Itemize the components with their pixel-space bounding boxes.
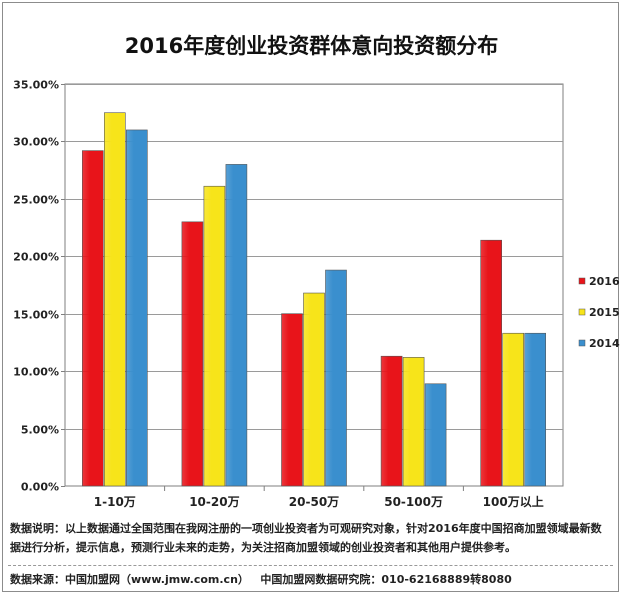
bar-chart: 0.00% 5.00% 10.00% 15.00% 20.00% 25.00% 30.00%… (13, 79, 620, 510)
bar-2015-2 (303, 292, 325, 487)
y-tick-label: 20.00% (13, 251, 59, 264)
bar-2014-4 (524, 332, 547, 487)
bar-2015-1 (203, 185, 226, 487)
y-tick-label: 25.00% (13, 194, 59, 207)
chart-title: 2016年度创业投资群体意向投资额分布 (124, 34, 499, 58)
x-tick-label: 10-20万 (189, 495, 239, 509)
y-tick-label: 5.00% (21, 424, 59, 437)
y-tick-label: 15.00% (13, 309, 59, 322)
x-tick-label: 1-10万 (94, 495, 136, 509)
legend-swatch-2014 (578, 339, 586, 347)
bar-2014-0 (126, 129, 148, 487)
y-tick-label: 0.00% (21, 481, 59, 494)
legend-label-2015: 2015 (589, 306, 620, 319)
footer-divider (8, 565, 613, 566)
bar-2014-1 (225, 164, 248, 487)
y-tick-label: 35.00% (13, 79, 59, 92)
legend-label-2014: 2014 (589, 337, 620, 350)
bar-2016-2 (281, 313, 303, 487)
bar-2016-3 (380, 355, 403, 487)
bar-2015-0 (104, 112, 126, 487)
x-tick-label: 100万以上 (483, 494, 544, 509)
bar-2015-4 (502, 332, 525, 487)
bar-2016-0 (82, 150, 104, 487)
bar-2014-3 (424, 383, 447, 487)
y-tick-label: 10.00% (13, 366, 59, 379)
bar-2015-3 (402, 357, 425, 487)
bar-2014-2 (325, 269, 347, 487)
legend: 2016 2015 2014 (578, 275, 620, 350)
x-tick-label: 20-50万 (289, 495, 339, 509)
bar-2016-1 (181, 221, 204, 487)
y-tick-label: 30.00% (13, 136, 59, 149)
data-note: 数据说明：以上数据通过全国范围在我网注册的一项创业投资者为可观研究对象，针对20… (10, 522, 602, 554)
bar-2016-4 (480, 239, 503, 487)
data-source: 数据来源：中国加盟网（www.jmw.com.cn） 中国加盟网数据研究院：01… (10, 573, 512, 586)
bars (82, 112, 547, 487)
legend-label-2016: 2016 (589, 275, 620, 288)
axes: 0.00% 5.00% 10.00% 15.00% 20.00% 25.00% 30.00%… (13, 79, 544, 510)
x-tick-label: 50-100万 (384, 495, 443, 509)
legend-swatch-2015 (578, 308, 586, 316)
legend-swatch-2016 (578, 277, 586, 285)
